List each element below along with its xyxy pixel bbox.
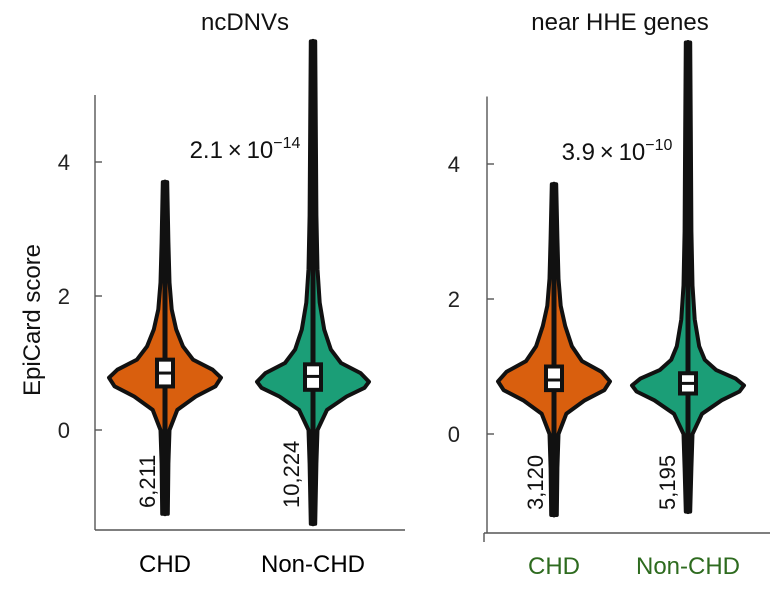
panel-ncdnvs: ncDNVs 0 2 4 EpiCard score 2.1 × 10−14 6,211 CH… — [19, 9, 405, 578]
chart-title: ncDNVs — [201, 9, 289, 36]
panel-near-hhe-genes: near HHE genes 0 2 4 3.9 × 10−10 3,120 CHD 5,19… — [448, 9, 770, 580]
sample-size-label: 3,120 — [523, 455, 548, 510]
sample-size-label: 6,211 — [135, 455, 160, 508]
p-value-annotation: 3.9 × 10−10 — [562, 137, 673, 166]
iqr-box — [544, 364, 564, 393]
y-tick-label: 2 — [58, 284, 70, 309]
y-tick-label: 0 — [448, 422, 460, 447]
p-value-annotation: 2.1 × 10−14 — [190, 135, 301, 164]
category-label-chd: CHD — [139, 551, 191, 578]
category-label-chd: CHD — [528, 553, 580, 580]
sample-size-label: 10,224 — [279, 441, 304, 508]
category-label-non-chd: Non-CHD — [636, 553, 740, 580]
y-tick-label: 0 — [58, 418, 70, 443]
sample-size-label: 5,195 — [655, 455, 680, 510]
y-tick-label: 4 — [58, 150, 70, 175]
category-label-non-chd: Non-CHD — [261, 551, 365, 578]
chart-title: near HHE genes — [531, 9, 708, 36]
y-tick-label: 4 — [448, 152, 460, 177]
y-tick-label: 2 — [448, 287, 460, 312]
y-axis-label: EpiCard score — [19, 244, 46, 396]
